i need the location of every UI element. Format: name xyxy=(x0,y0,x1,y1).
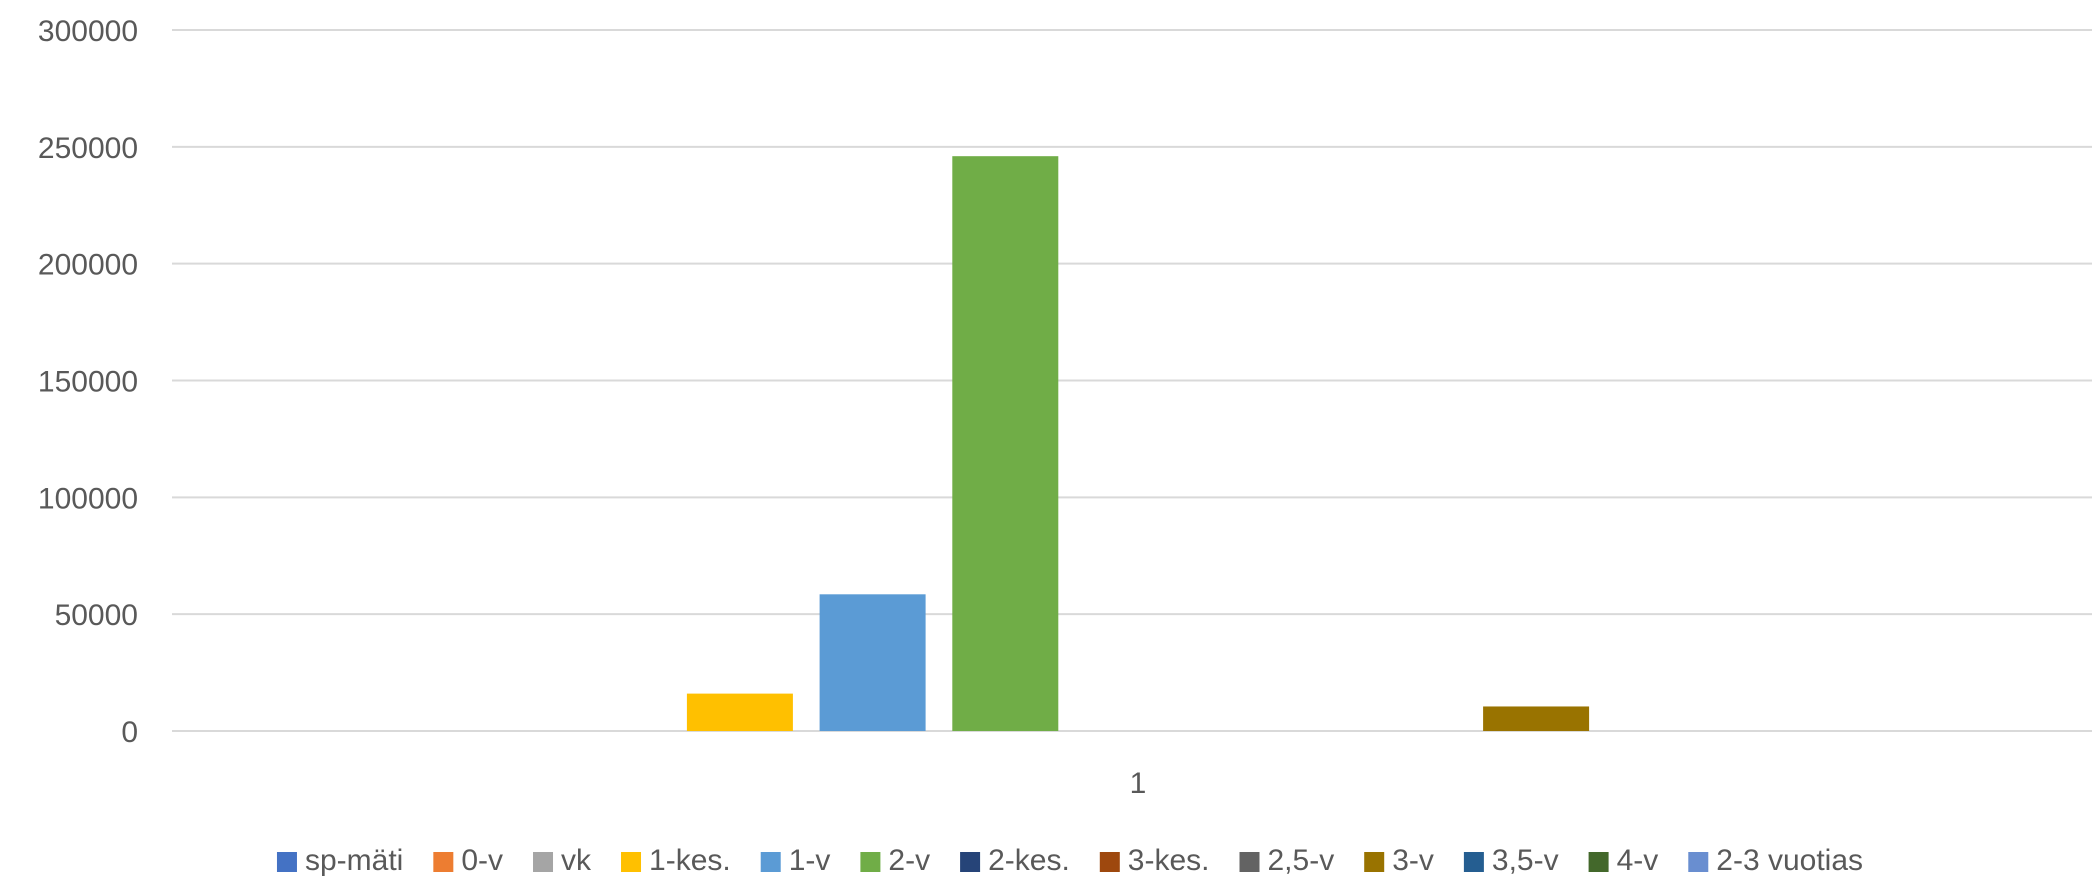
gridlines xyxy=(172,29,2092,732)
legend-item: 3,5-v xyxy=(1463,844,1559,877)
legend-item: 2-v xyxy=(860,844,930,877)
legend-item: 2,5-v xyxy=(1239,844,1335,877)
y-tick-label: 200000 xyxy=(38,249,138,282)
legend-label: 1-v xyxy=(789,844,831,877)
legend-swatch xyxy=(1364,852,1385,872)
legend-label: 4-v xyxy=(1617,844,1659,877)
y-tick-label: 250000 xyxy=(38,132,138,165)
y-tick-label: 0 xyxy=(121,716,138,749)
y-tick-label: 300000 xyxy=(38,15,138,48)
legend-swatch xyxy=(621,852,642,872)
legend-swatch xyxy=(1099,852,1120,872)
x-category-label: 1 xyxy=(1130,767,1147,800)
legend-label: 3-v xyxy=(1392,844,1434,877)
legend-label: 0-v xyxy=(461,844,503,877)
legend-swatch xyxy=(1588,852,1609,872)
bar-1-v xyxy=(819,594,926,731)
legend-label: 2-kes. xyxy=(988,844,1070,877)
y-axis-tick-labels: 0 50000 100000 150000 200000 250000 300000 xyxy=(38,15,138,749)
legend-label: 2,5-v xyxy=(1268,844,1335,877)
bars xyxy=(686,156,1590,731)
legend-item: 0-v xyxy=(433,844,503,877)
bar-3-v xyxy=(1483,706,1590,731)
bar-1-kes- xyxy=(686,693,793,731)
legend-swatch xyxy=(1688,852,1709,872)
legend-swatch xyxy=(1463,852,1484,872)
legend-item: 4-v xyxy=(1588,844,1659,877)
legend-label: 3,5-v xyxy=(1492,844,1559,877)
legend-item: 3-v xyxy=(1364,844,1434,877)
legend-item: 1-kes. xyxy=(621,844,731,877)
bar-2-v xyxy=(952,156,1059,731)
legend-item: 2-kes. xyxy=(960,844,1070,877)
legend-swatch xyxy=(960,852,981,872)
y-tick-label: 50000 xyxy=(55,599,138,632)
legend-swatch xyxy=(276,852,297,872)
legend-swatch xyxy=(760,852,781,872)
legend-item: 3-kes. xyxy=(1099,844,1210,877)
legend-swatch xyxy=(433,852,454,872)
legend-item: 1-v xyxy=(760,844,831,877)
legend: sp-mäti 0-v vk 1-kes. 1-v 2-v 2-kes. 3-kes. 2,5-… xyxy=(276,844,1863,877)
legend-item: sp-mäti xyxy=(276,844,403,877)
legend-label: sp-mäti xyxy=(305,844,403,877)
legend-item: vk xyxy=(533,844,592,877)
legend-item: 2-3 vuotias xyxy=(1688,844,1863,877)
legend-swatch xyxy=(1239,852,1260,872)
legend-label: 1-kes. xyxy=(649,844,731,877)
legend-label: 2-v xyxy=(888,844,930,877)
legend-swatch xyxy=(860,852,881,872)
legend-label: 2-3 vuotias xyxy=(1716,844,1863,877)
y-tick-label: 100000 xyxy=(38,482,138,515)
legend-swatch xyxy=(533,852,554,872)
legend-label: 3-kes. xyxy=(1128,844,1210,877)
y-tick-label: 150000 xyxy=(38,366,138,399)
legend-label: vk xyxy=(561,844,592,877)
x-axis-category-labels: 1 xyxy=(1130,767,1147,800)
